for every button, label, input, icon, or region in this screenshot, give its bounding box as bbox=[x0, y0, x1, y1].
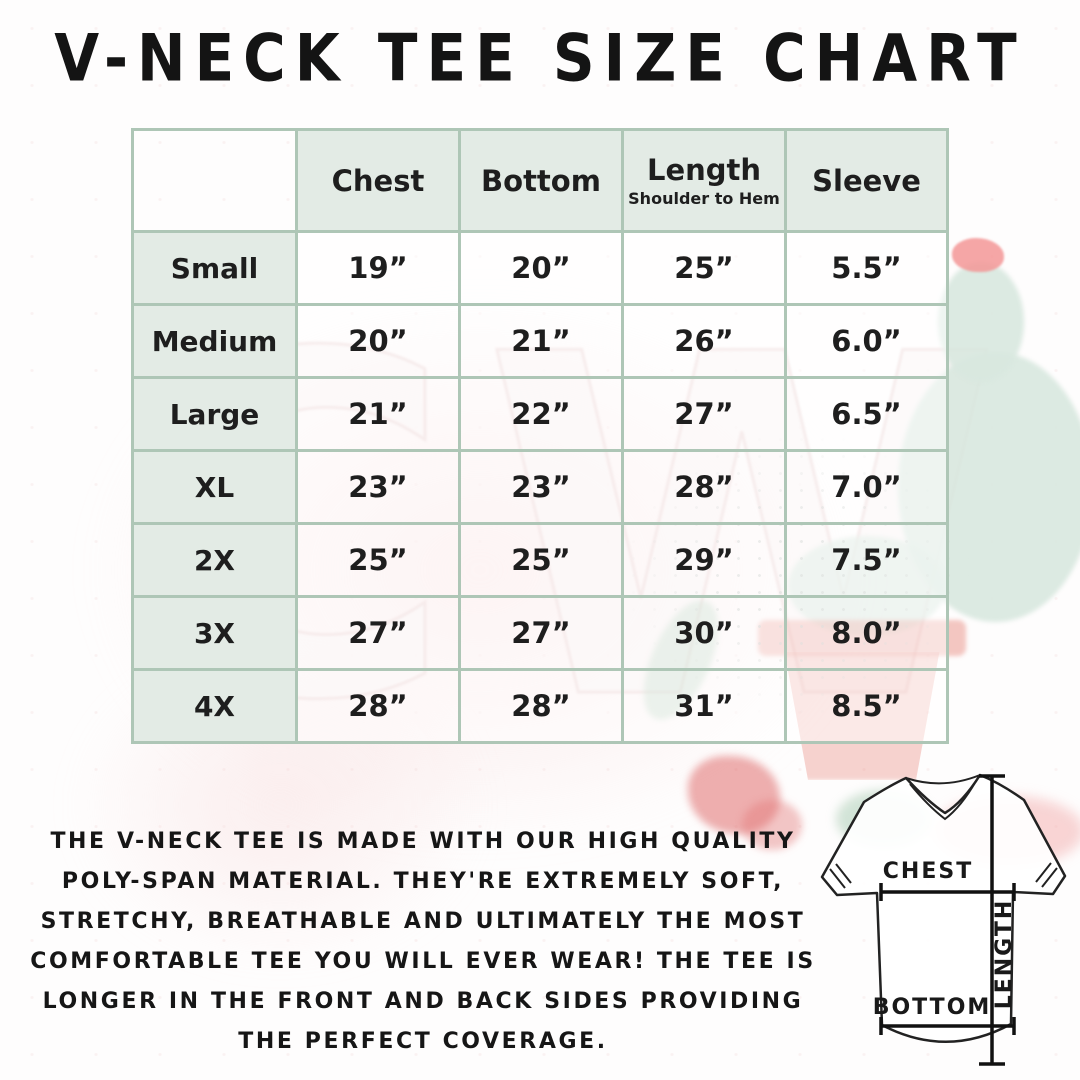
length-value: 29” bbox=[621, 522, 787, 598]
sleeve-value: 7.5” bbox=[784, 522, 949, 598]
bottom-value: 20” bbox=[458, 230, 624, 306]
size-label: 4X bbox=[131, 668, 298, 744]
length-value: 27” bbox=[621, 376, 787, 452]
chest-value: 27” bbox=[295, 595, 461, 671]
description-line: COMFORTABLE TEE YOU WILL EVER WEAR! THE … bbox=[30, 949, 816, 974]
description-line: STRETCHY, BREATHABLE AND ULTIMATELY THE … bbox=[40, 909, 806, 934]
bottom-value: 28” bbox=[458, 668, 624, 744]
table-row: Small 19” 20” 25” 5.5” bbox=[131, 230, 949, 306]
diagram-length-label: LENGTH bbox=[992, 899, 1017, 1010]
bottom-value: 25” bbox=[458, 522, 624, 598]
length-value: 28” bbox=[621, 449, 787, 525]
size-table: Chest Bottom Length Shoulder to Hem Slee… bbox=[131, 128, 949, 744]
column-header-length-main: Length bbox=[646, 153, 762, 187]
sleeve-value: 6.0” bbox=[784, 303, 949, 379]
bottom-value: 21” bbox=[458, 303, 624, 379]
description-line: POLY-SPAN MATERIAL. THEY'RE EXTREMELY SO… bbox=[61, 869, 785, 894]
chest-value: 19” bbox=[295, 230, 461, 306]
size-label: Medium bbox=[131, 303, 298, 379]
chest-value: 21” bbox=[295, 376, 461, 452]
table-header-row: Chest Bottom Length Shoulder to Hem Slee… bbox=[131, 128, 949, 233]
description-line: LONGER IN THE FRONT AND BACK SIDES PROVI… bbox=[42, 989, 804, 1014]
sleeve-value: 7.0” bbox=[784, 449, 949, 525]
size-label: Large bbox=[131, 376, 298, 452]
sleeve-value: 8.0” bbox=[784, 595, 949, 671]
table-row: Medium 20” 21” 26” 6.0” bbox=[131, 303, 949, 379]
sleeve-value: 8.5” bbox=[784, 668, 949, 744]
diagram-bottom-label: BOTTOM bbox=[873, 995, 992, 1020]
product-description: THE V-NECK TEE IS MADE WITH OUR HIGH QUA… bbox=[18, 822, 828, 1062]
column-header-chest: Chest bbox=[295, 128, 461, 233]
description-line: THE V-NECK TEE IS MADE WITH OUR HIGH QUA… bbox=[50, 829, 796, 854]
bottom-value: 22” bbox=[458, 376, 624, 452]
table-row: 3X 27” 27” 30” 8.0” bbox=[131, 595, 949, 671]
size-label: Small bbox=[131, 230, 298, 306]
column-header-length-sub: Shoulder to Hem bbox=[628, 189, 780, 208]
length-value: 31” bbox=[621, 668, 787, 744]
description-line: THE PERFECT COVERAGE. bbox=[238, 1029, 608, 1054]
length-value: 25” bbox=[621, 230, 787, 306]
sleeve-value: 5.5” bbox=[784, 230, 949, 306]
chest-value: 23” bbox=[295, 449, 461, 525]
page-title: V-NECK TEE SIZE CHART bbox=[54, 20, 1026, 97]
length-value: 30” bbox=[621, 595, 787, 671]
size-label: XL bbox=[131, 449, 298, 525]
column-header-bottom: Bottom bbox=[458, 128, 624, 233]
table-corner-cell bbox=[131, 128, 298, 233]
sleeve-value: 6.5” bbox=[784, 376, 949, 452]
chest-value: 20” bbox=[295, 303, 461, 379]
table-row: XL 23” 23” 28” 7.0” bbox=[131, 449, 949, 525]
watermark-cactus-icon bbox=[938, 262, 1024, 382]
size-label: 3X bbox=[131, 595, 298, 671]
column-header-length: Length Shoulder to Hem bbox=[621, 128, 787, 233]
watermark-cactus-flower-icon bbox=[952, 238, 1004, 272]
table-row: 2X 25” 25” 29” 7.5” bbox=[131, 522, 949, 598]
bottom-value: 23” bbox=[458, 449, 624, 525]
chest-value: 28” bbox=[295, 668, 461, 744]
bottom-value: 27” bbox=[458, 595, 624, 671]
length-value: 26” bbox=[621, 303, 787, 379]
table-row: Large 21” 22” 27” 6.5” bbox=[131, 376, 949, 452]
tee-measurement-diagram: CHEST BOTTOM LENGTH bbox=[820, 773, 1067, 1066]
diagram-chest-label: CHEST bbox=[883, 859, 973, 884]
size-label: 2X bbox=[131, 522, 298, 598]
table-row: 4X 28” 28” 31” 8.5” bbox=[131, 668, 949, 744]
column-header-sleeve: Sleeve bbox=[784, 128, 949, 233]
chest-value: 25” bbox=[295, 522, 461, 598]
